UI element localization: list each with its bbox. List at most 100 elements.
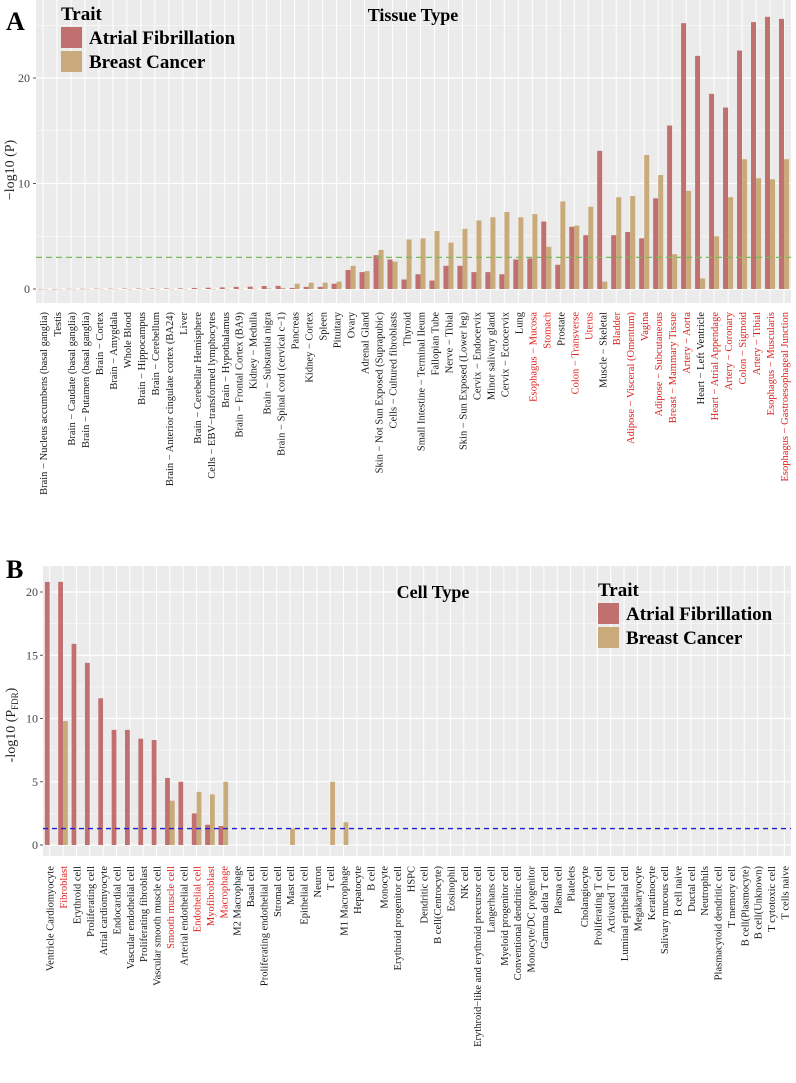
legend-label-atrial-fibrillation-b: Atrial Fibrillation	[626, 604, 773, 625]
x-tick-label-m1-macrophage: M1 Macrophage	[340, 866, 351, 936]
bar-breast-cancer-muscle-skeletal	[602, 281, 608, 289]
x-tick-label-brain-substantia-nigra: Brain − Substantia nigra	[263, 312, 274, 415]
bar-breast-cancer-adrenal-gland	[364, 271, 370, 289]
bar-atrial-fibrillation-ventricle-cardiomyocyte	[44, 581, 50, 845]
legend-title-a: Trait	[61, 4, 102, 25]
y-tick-label: 0	[32, 838, 38, 852]
x-tick-label-b-cell-unknown: B cell(Unknown)	[754, 866, 765, 940]
bar-breast-cancer-adipose-subcutaneous	[658, 175, 664, 289]
bar-breast-cancer-spleen	[322, 282, 328, 289]
bar-breast-cancer-endothelial-cell	[196, 791, 202, 845]
x-tick-label-heart-left-ventricle: Heart − Left Ventricle	[696, 312, 707, 405]
x-tick-label-esophagus-mucosa: Esophagus − Mucosa	[528, 312, 539, 402]
x-tick-label-heart-atrial-appendage: Heart − Atrial Appendage	[710, 312, 721, 421]
x-tick-label-adipose-visceral-omentum: Adipose − Visceral (Omentum)	[626, 312, 637, 444]
bar-atrial-fibrillation-smooth-muscle-cell	[165, 777, 170, 845]
bar-atrial-fibrillation-stomach	[541, 221, 547, 289]
bar-atrial-fibrillation-nerve-tibial	[443, 265, 449, 289]
bar-atrial-fibrillation-heart-atrial-appendage	[709, 93, 715, 289]
x-tick-label-pituitary: Pituitary	[333, 311, 344, 348]
x-tick-label-vagina: Vagina	[640, 312, 651, 341]
x-tick-label-myeloid-progenitor-cell: Myeloid progenitor cell	[500, 866, 511, 966]
x-tick-label-epithelial-cell: Epithelial cell	[299, 866, 310, 925]
bar-atrial-fibrillation-vascular-smooth-muscle-cell	[151, 740, 157, 845]
x-tick-label-endothelial-cell: Endothelial cell	[193, 866, 204, 932]
bar-atrial-fibrillation-brain-spinal-cord-cervical-c-1	[275, 285, 281, 289]
legend-label-breast-cancer-a: Breast Cancer	[89, 52, 206, 73]
bar-atrial-fibrillation-vagina	[639, 238, 645, 289]
x-tick-label-brain-cerebellum: Brain − Cerebellum	[151, 312, 162, 395]
x-tick-label-adipose-subcutaneous: Adipose − Subcutaneous	[654, 312, 665, 417]
bar-breast-cancer-kidney-cortex	[308, 282, 314, 289]
bar-atrial-fibrillation-ovary	[345, 270, 351, 289]
x-tick-label-ovary: Ovary	[347, 311, 358, 338]
x-tick-label-hspc: HSPC	[406, 866, 417, 892]
bar-atrial-fibrillation-skin-sun-exposed-lower-leg	[457, 265, 463, 289]
x-tick-label-macrophage: Macrophage	[219, 866, 230, 919]
y-tick-label: 5	[32, 775, 38, 789]
y-tick-label: 10	[18, 177, 30, 191]
bar-atrial-fibrillation-lung	[513, 259, 519, 289]
legend-label-atrial-fibrillation-a: Atrial Fibrillation	[89, 28, 236, 49]
x-tick-label-b-cell-centrocyte: B cell(Centrocyte)	[433, 865, 444, 943]
bar-atrial-fibrillation-brain-frontal-cortex-ba9	[233, 286, 239, 289]
plot-area-a	[36, 0, 791, 303]
bar-atrial-fibrillation-brain-hypothalamus	[219, 287, 225, 289]
x-tick-label-megakaryocyte: Megakaryocyte	[633, 866, 644, 932]
bar-breast-cancer-esophagus-muscularis	[770, 179, 776, 289]
bar-atrial-fibrillation-brain-substantia-nigra	[261, 286, 267, 289]
x-tick-label-platelets: Platelets	[567, 866, 578, 902]
bar-atrial-fibrillation-vascular-endothelial-cell	[125, 729, 130, 845]
y-tick-label: 15	[26, 648, 38, 662]
legend-a: Trait Atrial Fibrillation Breast Cancer	[61, 4, 236, 73]
bar-atrial-fibrillation-heart-left-ventricle	[695, 55, 701, 289]
x-tick-label-t-cell: T cell	[326, 866, 337, 890]
x-tick-label-vascular-endothelial-cell: Vascular endothelial cell	[126, 866, 137, 969]
bar-atrial-fibrillation-pancreas	[289, 287, 295, 289]
y-axis-ticks-b: 0 5 10 15 20	[26, 585, 43, 852]
bar-atrial-fibrillation-prostate	[555, 264, 561, 289]
bar-breast-cancer-artery-aorta	[686, 190, 692, 289]
x-tick-label-colon-sigmoid: Colon − Sigmoid	[738, 311, 749, 384]
x-tick-label-ventricle-cardiomyocyte: Ventricle Cardiomyocyte	[46, 866, 57, 972]
bar-atrial-fibrillation-esophagus-mucosa	[527, 258, 533, 289]
x-tick-label-monocyte-dc-progenitor: Monocyte/DC progenitor	[527, 866, 538, 973]
x-tick-label-skin-not-sun-exposed-suprapubic: Skin − Not Sun Exposed (Suprapubic)	[375, 312, 386, 474]
bar-atrial-fibrillation-breast-mammary-tissue	[667, 125, 673, 289]
x-tick-label-vascular-smooth-muscle-cell: Vascular smooth muscle cell	[153, 866, 164, 986]
x-tick-label-cells-cultured-fibroblasts: Cells − Cultured fibroblasts	[389, 312, 400, 428]
bar-atrial-fibrillation-arterial-endothelial-cell	[178, 781, 184, 845]
x-tick-label-brain-cortex: Brain − Cortex	[95, 311, 106, 375]
bar-breast-cancer-brain-substantia-nigra	[266, 288, 272, 289]
x-tick-label-muscle-skeletal: Muscle − Skeletal	[598, 312, 609, 388]
y-axis-ticks-a: 0 10 20	[18, 71, 36, 296]
bar-breast-cancer-uterus	[588, 206, 594, 289]
x-tick-label-salivary-mucous-cell: Salivary mucous cell	[660, 866, 671, 954]
x-tick-label-brain-frontal-cortex-ba9: Brain − Frontal Cortex (BA9)	[235, 312, 246, 438]
x-tick-label-monocyte: Monocyte	[380, 866, 391, 909]
bar-breast-cancer-heart-left-ventricle	[700, 278, 706, 289]
x-tick-label-brain-nucleus-accumbens-basal-ganglia: Brain − Nucleus accumbens (basal ganglia…	[39, 312, 50, 495]
x-tick-label-small-intestine-terminal-ileum: Small Intestine − Terminal Ileum	[416, 312, 427, 451]
x-tick-label-plasmacytoid-dendritic-cell: Plasmacytoid dendritic cell	[714, 866, 725, 980]
x-tick-label-esophagus-gastroesophageal-junction: Esophagus − Gastroesophageal Junction	[780, 311, 791, 481]
bar-breast-cancer-breast-mammary-tissue	[672, 254, 678, 289]
x-tick-label-artery-tibial: Artery − Tibial	[752, 312, 763, 375]
x-tick-label-brain-putamen-basal-ganglia: Brain − Putamen (basal ganglia)	[81, 311, 92, 447]
x-tick-label-brain-cerebellar-hemisphere: Brain − Cerebellar Hemisphere	[193, 312, 204, 444]
x-tick-label-bladder: Bladder	[612, 312, 623, 346]
bar-atrial-fibrillation-pituitary	[331, 283, 337, 289]
legend-b: Trait Atrial Fibrillation Breast Cancer	[598, 580, 773, 649]
bar-atrial-fibrillation-thyroid	[401, 279, 407, 289]
bar-breast-cancer-smooth-muscle-cell	[169, 800, 175, 845]
x-tick-label-artery-aorta: Artery − Aorta	[682, 312, 693, 374]
bar-atrial-fibrillation-adipose-visceral-omentum	[625, 232, 631, 289]
x-tick-label-spleen: Spleen	[319, 311, 330, 340]
panel-label-a: A	[6, 7, 25, 36]
x-tick-label-kidney-cortex: Kidney − Cortex	[305, 311, 316, 382]
x-tick-label-t-cells-naive: T cells naive	[780, 866, 791, 920]
bar-breast-cancer-myofibroblast	[209, 794, 215, 845]
bar-atrial-fibrillation-muscle-skeletal	[597, 150, 603, 289]
x-tick-label-basal-cell: Basal cell	[246, 866, 257, 907]
x-tick-label-nerve-tibial: Nerve − Tibial	[444, 312, 455, 373]
